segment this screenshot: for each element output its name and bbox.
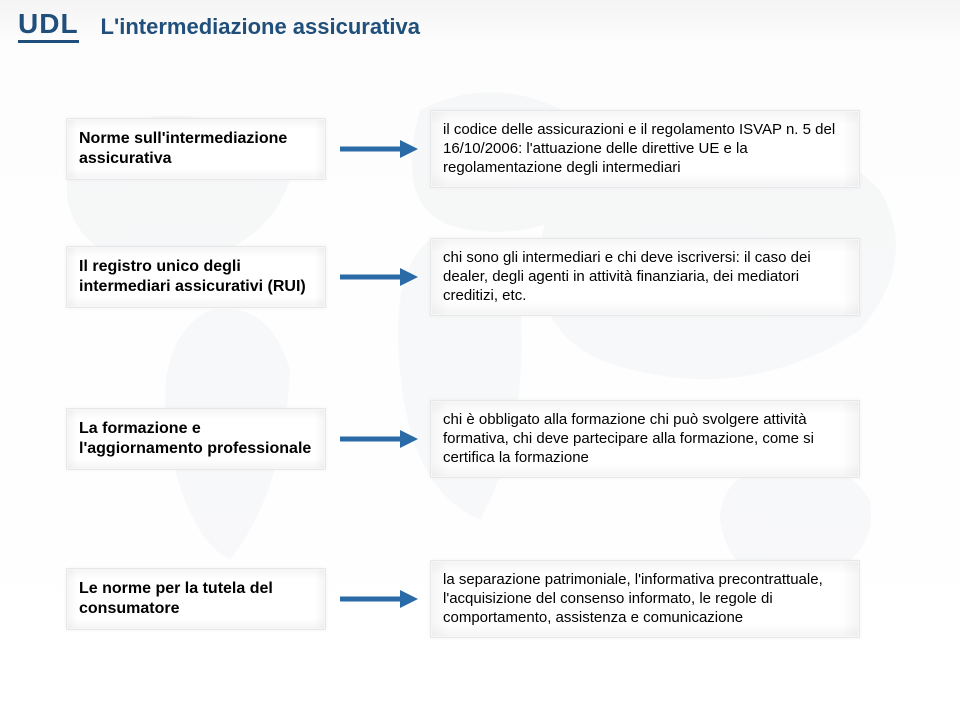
topic-label: Le norme per la tutela del consumatore bbox=[79, 579, 313, 619]
topic-label: Il registro unico degli intermediari ass… bbox=[79, 257, 313, 297]
topic-label: La formazione e l'aggiornamento professi… bbox=[79, 419, 313, 459]
diagram-row: La formazione e l'aggiornamento professi… bbox=[0, 400, 960, 478]
topic-label: Norme sull'intermediazione assicurativa bbox=[79, 129, 313, 169]
brand-logo: UDL bbox=[18, 10, 79, 43]
arrow-icon bbox=[338, 265, 418, 289]
topic-box: La formazione e l'aggiornamento professi… bbox=[66, 408, 326, 470]
slide: UDL L'intermediazione assicurativa Norme… bbox=[0, 0, 960, 716]
diagram-row: Le norme per la tutela del consumatore l… bbox=[0, 560, 960, 638]
diagram-row: Il registro unico degli intermediari ass… bbox=[0, 238, 960, 316]
description-box: la separazione patrimoniale, l'informati… bbox=[430, 560, 860, 638]
description-text: il codice delle assicurazioni e il regol… bbox=[443, 121, 847, 177]
arrow-icon bbox=[338, 427, 418, 451]
arrow-icon bbox=[338, 137, 418, 161]
description-text: la separazione patrimoniale, l'informati… bbox=[443, 571, 847, 627]
topic-box: Norme sull'intermediazione assicurativa bbox=[66, 118, 326, 180]
description-box: il codice delle assicurazioni e il regol… bbox=[430, 110, 860, 188]
topic-box: Il registro unico degli intermediari ass… bbox=[66, 246, 326, 308]
header: UDL L'intermediazione assicurativa bbox=[18, 10, 420, 43]
description-text: chi è obbligato alla formazione chi può … bbox=[443, 411, 847, 467]
diagram-row: Norme sull'intermediazione assicurativa … bbox=[0, 110, 960, 188]
description-box: chi è obbligato alla formazione chi può … bbox=[430, 400, 860, 478]
description-box: chi sono gli intermediari e chi deve isc… bbox=[430, 238, 860, 316]
description-text: chi sono gli intermediari e chi deve isc… bbox=[443, 249, 847, 305]
arrow-icon bbox=[338, 587, 418, 611]
page-title: L'intermediazione assicurativa bbox=[101, 14, 420, 40]
topic-box: Le norme per la tutela del consumatore bbox=[66, 568, 326, 630]
